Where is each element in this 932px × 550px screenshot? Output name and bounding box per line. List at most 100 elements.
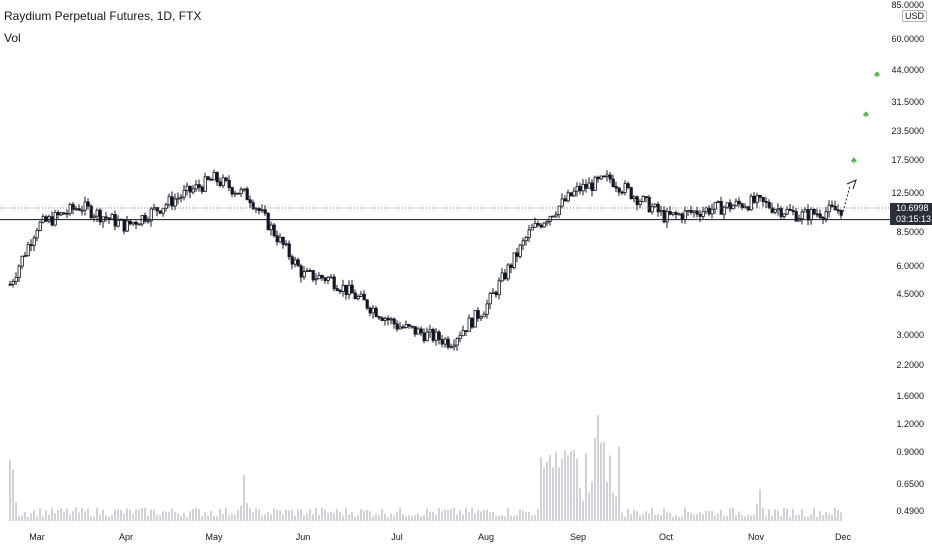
price-axis[interactable]: USD 85.0000 60.0000 44.0000 31.5000 23.5000 1…	[890, 0, 932, 525]
volume-bar	[252, 512, 254, 521]
candle-body	[554, 214, 558, 217]
candle-body	[365, 299, 369, 309]
candle-body	[818, 213, 822, 218]
candle-body	[194, 184, 198, 190]
volume-bar	[636, 511, 638, 521]
candle-body	[380, 317, 384, 321]
candle-body	[347, 284, 351, 295]
volume-bar	[117, 509, 119, 521]
candle-body	[794, 211, 798, 222]
volume-bar	[753, 514, 755, 521]
candle-body	[278, 236, 282, 243]
volume-bar	[99, 514, 101, 521]
candle-body	[563, 198, 567, 202]
volume-bar	[27, 516, 29, 521]
volume-bar	[237, 510, 239, 521]
candle-body	[65, 212, 69, 215]
volume-bar	[528, 511, 530, 521]
volume-bar	[792, 508, 794, 521]
volume-bar	[459, 510, 461, 521]
volume-bar	[711, 510, 713, 521]
volume-bar	[51, 507, 53, 521]
volume-bar	[327, 512, 329, 521]
volume-bar	[354, 516, 356, 521]
volume-bar	[168, 511, 170, 521]
candle-body	[617, 187, 621, 193]
volume-bar	[111, 515, 113, 521]
candle-body	[542, 222, 546, 228]
time-axis[interactable]: Mar Apr May Jun Jul Aug Sep Oct Nov Dec	[0, 525, 890, 550]
candle-body	[50, 216, 54, 226]
volume-bar	[462, 514, 464, 521]
candle-body	[14, 276, 18, 282]
candle-body	[683, 210, 687, 220]
candle-body	[707, 207, 711, 215]
candle-body	[377, 316, 381, 319]
candle-body	[269, 224, 273, 231]
candle-body	[479, 316, 483, 319]
candle-body	[110, 214, 114, 220]
candle-body	[164, 204, 168, 209]
month-tick-label: Apr	[118, 532, 134, 542]
volume-bar	[813, 508, 815, 521]
candle-body	[206, 176, 210, 180]
volume-bar	[456, 514, 458, 521]
volume-bar	[234, 514, 236, 521]
volume-bar	[597, 414, 599, 521]
volume-bar	[306, 513, 308, 521]
candle-body	[23, 255, 27, 258]
candle-body	[602, 175, 606, 178]
candle-body	[323, 277, 327, 281]
candle-body	[782, 213, 786, 218]
volume-bar	[273, 508, 275, 521]
volume-bar	[153, 509, 155, 521]
candle-body	[122, 218, 126, 232]
currency-badge[interactable]: USD	[902, 10, 928, 22]
volume-bars	[9, 414, 842, 521]
candle-body	[200, 186, 204, 192]
candle-body	[431, 329, 435, 341]
month-tick-label: Aug	[477, 532, 495, 542]
candle-body	[245, 188, 249, 201]
candle-body	[335, 288, 339, 291]
price-tick-label: 31.5000	[891, 97, 924, 107]
chart-pane[interactable]: ♣ ♣ ♣ Raydium Perpetual Futures, 1D, FTX V…	[0, 0, 890, 525]
candle-body	[419, 328, 423, 334]
volume-bar	[558, 467, 560, 521]
candle-body	[62, 212, 66, 215]
candle-body	[488, 293, 492, 305]
candle-body	[776, 208, 780, 211]
volume-bar	[195, 508, 197, 521]
candle-body	[608, 174, 612, 180]
candle-body	[149, 208, 153, 222]
candle-body	[815, 213, 819, 216]
volume-bar	[669, 513, 671, 521]
candle-body	[173, 198, 177, 207]
volume-bar	[408, 515, 410, 521]
candle-body	[761, 196, 765, 202]
volume-bar	[387, 516, 389, 521]
volume-bar	[264, 514, 266, 521]
volume-bar	[336, 508, 338, 521]
volume-bar	[216, 516, 218, 521]
bar-countdown: 03:15:13	[896, 214, 932, 224]
candle-body	[266, 212, 270, 231]
candle-body	[470, 317, 474, 328]
candle-body	[251, 202, 255, 209]
volume-bar	[90, 516, 92, 521]
candle-body	[224, 177, 228, 181]
candle-body	[695, 210, 699, 215]
candle-body	[461, 330, 465, 337]
volume-bar	[546, 462, 548, 521]
candle-body	[362, 293, 366, 301]
volume-bar	[261, 515, 263, 521]
volume-bar	[516, 514, 518, 521]
candle-body	[800, 211, 804, 220]
volume-bar	[36, 516, 38, 521]
volume-bar	[513, 515, 515, 521]
candle-body	[485, 303, 489, 315]
candle-body	[434, 331, 438, 341]
volume-bar	[171, 508, 173, 521]
volume-bar	[789, 516, 791, 521]
volume-bar	[405, 515, 407, 521]
